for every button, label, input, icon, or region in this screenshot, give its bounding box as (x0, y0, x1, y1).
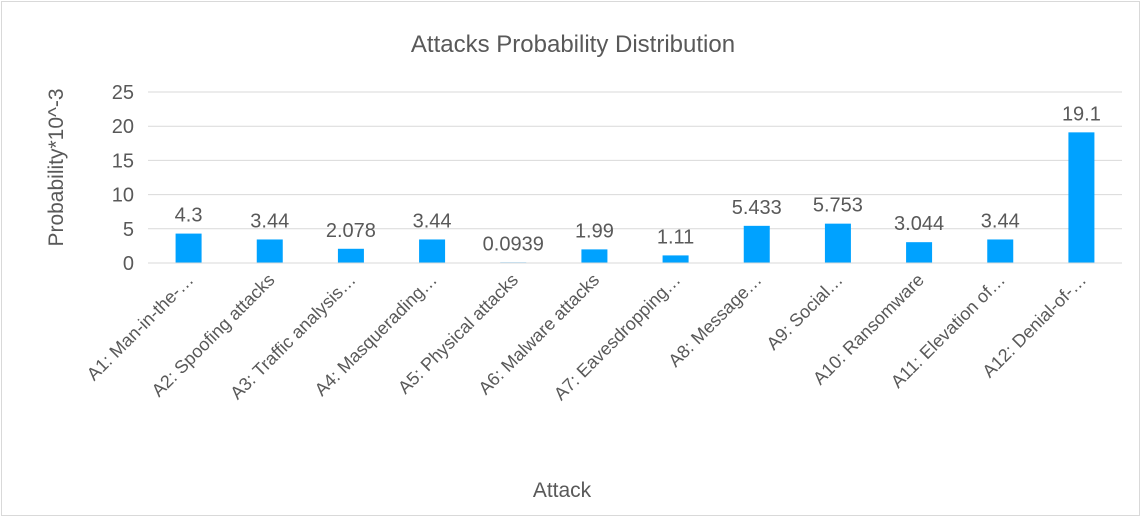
data-label: 3.44 (250, 210, 289, 232)
data-label: 0.0939 (483, 233, 544, 255)
data-label: 3.44 (981, 210, 1020, 232)
chart-title: Attacks Probability Distribution (411, 31, 735, 58)
bar (824, 223, 851, 263)
data-label: 2.078 (326, 220, 376, 242)
data-labels: 4.3 3.44 2.078 3.44 0.0939 1.99 1.11 5.433 5.753… (175, 103, 1101, 255)
bar (581, 249, 608, 263)
bars (175, 132, 1095, 263)
y-tick-label: 20 (112, 116, 134, 138)
bar (987, 239, 1014, 263)
bar (906, 242, 933, 263)
bar (662, 255, 689, 263)
data-label: 3.44 (413, 210, 452, 232)
y-tick-label: 5 (123, 219, 134, 241)
bar (743, 225, 770, 263)
x-category-labels: A1: Man-in-the-…A2: Spoofing attacksA3: … (83, 270, 1090, 404)
bar (256, 239, 283, 263)
data-label: 4.3 (175, 205, 203, 227)
y-tick-labels: 0 5 10 15 20 25 (112, 82, 134, 275)
bar (175, 233, 202, 263)
y-axis-title: Probability*10^-3 (45, 88, 68, 246)
bar (337, 248, 364, 263)
y-tick-label: 10 (112, 185, 134, 207)
data-label: 3.044 (894, 213, 944, 235)
data-label: 1.11 (657, 226, 694, 248)
bar (1068, 132, 1095, 263)
y-tick-label: 0 (123, 253, 134, 275)
data-label: 1.99 (575, 220, 614, 242)
x-category-label: A9: Social… (763, 270, 847, 354)
bar (419, 239, 446, 263)
y-tick-label: 15 (112, 150, 134, 172)
y-tick-label: 25 (112, 82, 134, 104)
data-label: 5.753 (813, 195, 863, 217)
data-label: 19.1 (1062, 103, 1101, 125)
data-label: 5.433 (732, 197, 782, 219)
gridlines (148, 91, 1122, 230)
x-axis-title: Attack (533, 479, 592, 502)
